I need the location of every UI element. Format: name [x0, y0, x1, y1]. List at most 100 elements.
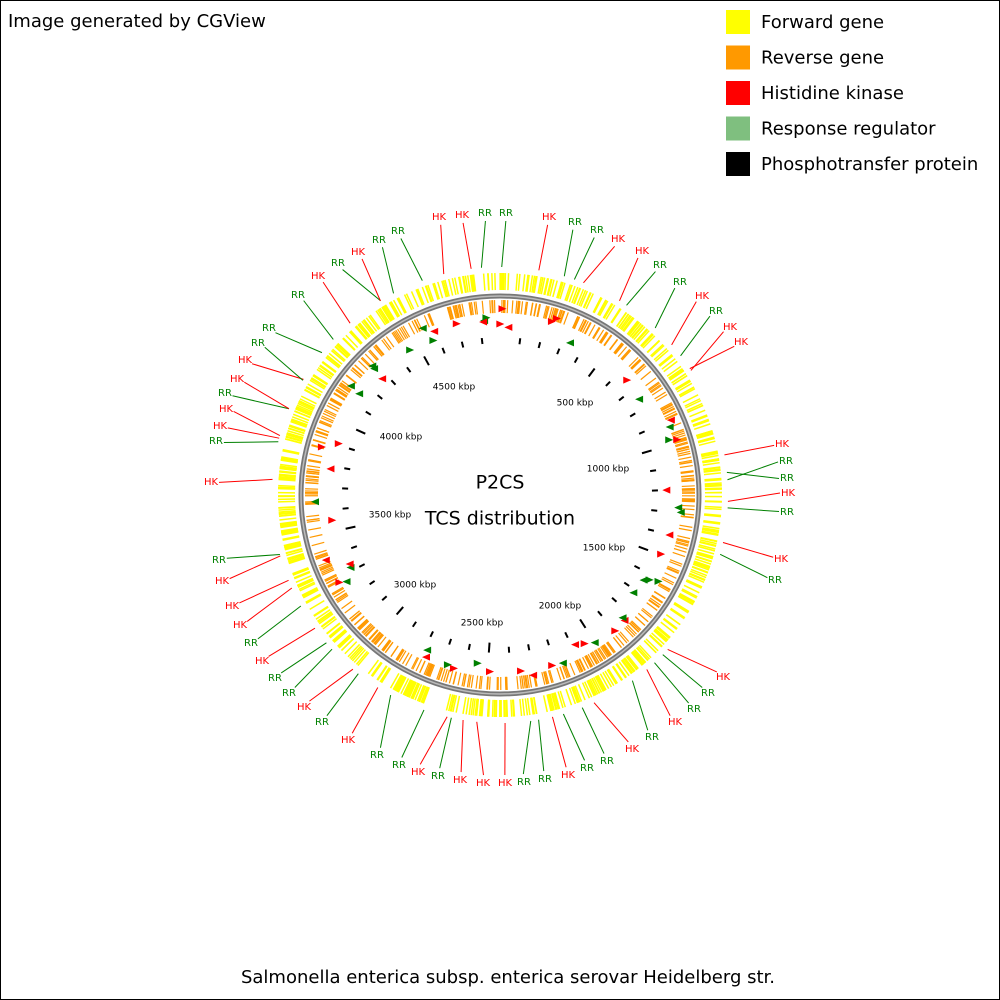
reverse-gene [358, 620, 370, 631]
reverse-gene [470, 302, 474, 316]
scale-tick [358, 563, 366, 568]
reverse-gene [419, 660, 426, 673]
reverse-gene [618, 632, 628, 644]
feature-label: HK [233, 620, 248, 631]
forward-gene [285, 435, 303, 442]
forward-gene [642, 335, 656, 349]
forward-gene [617, 313, 629, 329]
forward-gene [322, 361, 337, 373]
reverse-gene [578, 658, 586, 671]
forward-gene [693, 562, 710, 570]
reverse-gene [361, 622, 372, 633]
forward-gene [663, 360, 678, 373]
forward-gene [697, 436, 715, 443]
reverse-gene [321, 567, 334, 575]
scale-tick [537, 341, 542, 349]
reverse-gene [314, 549, 327, 555]
forward-gene [686, 579, 703, 588]
reverse-gene [676, 446, 690, 451]
reverse-gene [335, 389, 347, 398]
feature-label: HK [723, 322, 738, 333]
reverse-gene [674, 438, 687, 444]
reverse-gene [449, 306, 454, 320]
tcs-marker [547, 317, 556, 325]
reverse-gene [358, 360, 369, 371]
forward-gene [279, 466, 297, 471]
tcs-marker [566, 339, 575, 347]
reverse-gene [526, 674, 530, 688]
forward-gene [371, 662, 383, 678]
forward-gene [638, 644, 652, 659]
reverse-gene [448, 670, 454, 684]
reverse-gene [423, 662, 430, 675]
forward-gene [661, 358, 676, 370]
reverse-gene [442, 669, 448, 682]
scale-tick [573, 356, 579, 364]
reverse-gene [612, 637, 622, 648]
tcs-marker [553, 314, 562, 322]
reverse-gene [603, 334, 612, 346]
forward-gene [342, 337, 356, 351]
reverse-gene [672, 551, 686, 558]
reverse-gene [382, 640, 392, 652]
forward-gene [703, 468, 721, 472]
feature-label: HK [255, 656, 270, 667]
footer: Salmonella enterica subsp. enterica sero… [241, 967, 775, 988]
forward-gene [424, 285, 432, 303]
scale-tick [605, 380, 611, 387]
tcs-marker [654, 577, 663, 585]
feature-label: HK [695, 291, 710, 302]
feature-leader [626, 271, 656, 306]
feature-label: HK [215, 576, 230, 587]
forward-gene [481, 699, 485, 717]
reverse-gene [626, 624, 637, 635]
reverse-gene [548, 306, 553, 320]
feature-leader [619, 257, 639, 302]
reverse-gene [549, 669, 554, 683]
reverse-gene [411, 656, 418, 670]
forward-gene [291, 416, 309, 424]
scale-tick [390, 379, 397, 386]
forward-gene [694, 558, 712, 565]
forward-gene [292, 568, 310, 576]
feature-leader [538, 719, 545, 772]
forward-gene [278, 506, 296, 509]
reverse-gene [305, 479, 319, 482]
reverse-gene [679, 461, 693, 465]
forward-gene [699, 541, 717, 547]
forward-gene [333, 630, 348, 644]
forward-gene [531, 275, 536, 293]
feature-leader [722, 542, 774, 558]
forward-gene [487, 699, 490, 717]
forward-gene [698, 545, 716, 552]
reverse-gene [679, 524, 693, 528]
feature-label: RR [779, 456, 793, 467]
forward-gene [344, 641, 358, 655]
reverse-gene [392, 331, 401, 344]
forward-gene [633, 649, 647, 663]
forward-gene [594, 676, 604, 692]
reverse-gene [648, 598, 661, 608]
reverse-gene [349, 610, 360, 620]
feature-leader [680, 315, 711, 357]
forward-gene [692, 418, 709, 426]
forward-gene [701, 452, 719, 458]
reverse-gene [447, 306, 453, 320]
reverse-gene [543, 671, 548, 685]
forward-gene [298, 399, 315, 409]
reverse-gene [308, 458, 322, 463]
reverse-gene [617, 346, 628, 358]
scale-tick [527, 644, 531, 651]
forward-gene [525, 274, 529, 292]
reverse-gene [368, 629, 378, 640]
forward-gene [602, 671, 613, 688]
reverse-gene [648, 382, 661, 392]
reverse-gene [452, 671, 458, 685]
scale-tick [395, 606, 404, 616]
reverse-gene [525, 301, 529, 315]
reverse-gene [662, 407, 675, 415]
reverse-gene [375, 344, 385, 356]
forward-gene [696, 552, 714, 559]
feature-label: HK [611, 234, 626, 245]
